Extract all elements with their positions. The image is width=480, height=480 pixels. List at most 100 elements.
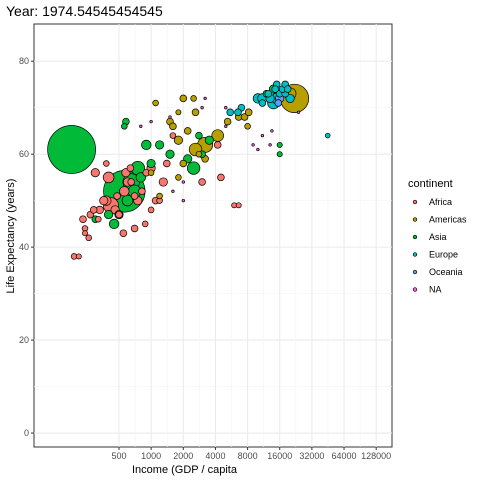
data-point-africa xyxy=(85,234,92,242)
data-point-americas xyxy=(175,109,182,116)
data-point-asia xyxy=(276,151,283,158)
data-point-na xyxy=(224,106,228,110)
x-tick-label: 1000 xyxy=(141,451,161,461)
data-point-africa xyxy=(130,192,139,200)
plot-panel xyxy=(33,23,393,448)
data-point-africa xyxy=(141,220,149,228)
y-axis: 0 20 40 60 80 xyxy=(19,56,34,438)
data-point-europe xyxy=(234,108,242,117)
data-point-americas xyxy=(156,192,163,200)
y-tick-label: 20 xyxy=(19,335,29,345)
data-point-americas xyxy=(147,169,155,176)
data-point-asia xyxy=(276,141,283,148)
data-point-americas xyxy=(183,127,192,135)
data-point-na xyxy=(251,143,255,147)
data-point-africa xyxy=(89,206,98,214)
x-tick-label: 128000 xyxy=(361,451,391,461)
data-point-africa xyxy=(158,177,168,187)
data-point-africa xyxy=(119,229,128,237)
legend-label-europe: Europe xyxy=(429,250,458,260)
data-point-africa xyxy=(79,215,87,223)
data-point-africa xyxy=(90,168,100,178)
data-point-na xyxy=(268,143,272,147)
data-point-americas xyxy=(240,113,249,121)
x-tick-label: 500 xyxy=(111,451,126,461)
data-point-africa xyxy=(198,178,206,186)
data-point-africa xyxy=(169,132,177,139)
x-tick-label: 64000 xyxy=(332,451,357,461)
legend-key-oceania xyxy=(412,269,418,275)
legend-key-asia xyxy=(412,234,418,240)
data-point-africa xyxy=(113,192,121,200)
data-point-africa xyxy=(95,215,102,223)
data-point-na xyxy=(200,106,204,110)
data-point-asia xyxy=(121,123,128,130)
data-point-na xyxy=(203,96,207,101)
data-point-asia xyxy=(155,140,165,150)
data-point-asia xyxy=(195,131,203,140)
x-axis-title: Income (GDP / capita xyxy=(132,464,238,476)
data-point-asia xyxy=(135,172,146,183)
data-point-asia xyxy=(146,158,156,169)
data-point-africa xyxy=(138,187,146,196)
data-point-africa xyxy=(102,171,115,184)
legend-key-na xyxy=(412,287,418,292)
data-point-na xyxy=(270,129,274,133)
data-point-na xyxy=(168,115,172,119)
data-point-europe xyxy=(271,85,279,93)
data-point-na xyxy=(224,124,228,128)
data-point-africa xyxy=(126,164,135,172)
data-point-africa xyxy=(163,159,171,168)
data-point-na xyxy=(181,198,185,203)
legend-label-africa: Africa xyxy=(429,197,452,207)
data-point-americas xyxy=(191,108,200,117)
data-point-africa xyxy=(213,141,222,149)
legend: continent Africa Americas Asia Europe Oceani… xyxy=(408,178,467,295)
data-point-asia xyxy=(47,125,96,174)
data-point-asia xyxy=(165,149,175,159)
legend-key-americas xyxy=(412,217,418,222)
data-point-asia xyxy=(108,218,120,230)
data-point-europe xyxy=(324,132,331,139)
data-point-americas xyxy=(152,99,159,107)
data-point-africa xyxy=(119,186,130,197)
data-point-africa xyxy=(130,224,139,233)
data-point-africa xyxy=(82,230,88,237)
legend-title: continent xyxy=(408,178,453,190)
legend-key-africa xyxy=(412,199,418,205)
data-point-americas xyxy=(190,95,197,102)
x-tick-label: 8000 xyxy=(238,451,258,461)
x-axis: 500 1000 2000 4000 8000 16000 32000 64000 128000 xyxy=(111,447,391,461)
data-point-americas xyxy=(175,174,182,181)
y-tick-label: 80 xyxy=(19,56,29,66)
legend-label-americas: Americas xyxy=(429,215,467,225)
data-point-americas xyxy=(179,159,188,168)
data-point-americas xyxy=(169,122,177,131)
data-point-na xyxy=(296,110,301,114)
data-point-africa xyxy=(127,178,135,186)
legend-label-asia: Asia xyxy=(429,232,447,242)
data-point-europe xyxy=(226,108,234,117)
data-point-africa xyxy=(75,253,82,260)
data-point-europe xyxy=(285,93,295,103)
data-point-americas xyxy=(173,135,183,145)
data-point-americas xyxy=(244,123,251,130)
data-point-na xyxy=(149,119,153,124)
chart-title: Year: 1974.54545454545 xyxy=(6,3,163,19)
data-point-americas xyxy=(244,108,253,117)
x-tick-label: 16000 xyxy=(267,451,292,461)
y-tick-label: 40 xyxy=(19,242,29,252)
data-point-asia xyxy=(186,161,201,175)
data-point-na xyxy=(181,180,185,184)
y-tick-label: 60 xyxy=(19,149,29,159)
data-point-africa xyxy=(217,173,225,182)
y-tick-label: 0 xyxy=(24,428,29,438)
data-point-na xyxy=(256,147,260,152)
legend-key-europe xyxy=(412,252,418,257)
legend-label-na: NA xyxy=(429,285,442,295)
legend-label-oceania: Oceania xyxy=(429,267,463,277)
data-point-africa xyxy=(235,202,242,209)
data-point-na xyxy=(260,133,265,138)
data-point-asia xyxy=(141,139,152,151)
